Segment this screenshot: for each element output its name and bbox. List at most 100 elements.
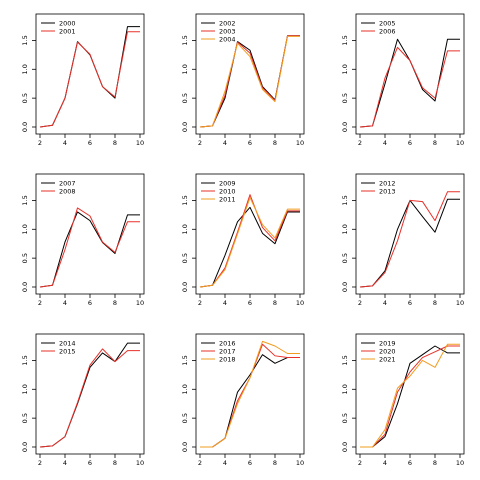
legend-label: 2018 (219, 355, 236, 363)
y-tick-label: 1.0 (341, 384, 349, 394)
x-tick-label: 2 (358, 459, 362, 467)
x-tick-label: 4 (63, 139, 67, 147)
y-tick-label: 0.0 (341, 282, 349, 292)
x-tick-label: 10 (456, 139, 464, 147)
series-line-2004 (199, 35, 300, 128)
x-tick-label: 6 (88, 139, 92, 147)
legend-label: 2019 (379, 339, 396, 347)
legend-label: 2007 (59, 179, 76, 187)
legend-label: 2000 (59, 19, 76, 27)
x-tick-label: 10 (136, 459, 144, 467)
x-tick-label: 6 (408, 139, 412, 147)
series-line-2009 (199, 206, 300, 288)
legend-label: 2003 (219, 27, 236, 35)
series-line-2008 (39, 207, 140, 288)
plot-frame (195, 333, 305, 455)
y-tick-label: 1.0 (341, 224, 349, 234)
x-tick-label: 4 (383, 139, 387, 147)
plot-frame (195, 173, 305, 295)
y-tick-label: 1.5 (341, 195, 349, 205)
y-tick-label: 1.0 (181, 224, 189, 234)
x-tick-label: 6 (248, 459, 252, 467)
x-tick-label: 8 (113, 299, 117, 307)
series-line-2011 (199, 197, 300, 288)
y-tick-label: 0.0 (21, 122, 29, 132)
x-tick-label: 6 (408, 299, 412, 307)
x-tick-label: 10 (296, 459, 304, 467)
legend-label: 2010 (219, 187, 236, 195)
y-tick-label: 0.0 (341, 442, 349, 452)
series-line-2005 (359, 38, 460, 128)
x-tick-label: 10 (136, 139, 144, 147)
y-tick-label: 1.5 (21, 35, 29, 45)
x-tick-label: 4 (63, 459, 67, 467)
legend-label: 2021 (379, 355, 396, 363)
x-tick-label: 8 (113, 459, 117, 467)
y-tick-label: 0.5 (181, 413, 189, 423)
x-tick-label: 8 (273, 459, 277, 467)
series-line-2021 (360, 343, 460, 448)
y-tick-label: 1.0 (181, 64, 189, 74)
y-tick-label: 0.0 (341, 122, 349, 132)
x-tick-label: 4 (223, 459, 227, 467)
x-tick-label: 2 (198, 299, 202, 307)
y-tick-label: 0.5 (341, 413, 349, 423)
legend-label: 2001 (59, 27, 76, 35)
y-tick-label: 0.5 (21, 253, 29, 263)
y-tick-label: 1.5 (341, 35, 349, 45)
legend-label: 2004 (219, 35, 236, 43)
y-tick-label: 0.5 (21, 93, 29, 103)
x-tick-label: 10 (296, 139, 304, 147)
y-tick-label: 1.5 (181, 35, 189, 45)
legend-label: 2012 (379, 179, 396, 187)
x-tick-label: 8 (273, 139, 277, 147)
x-tick-label: 6 (248, 139, 252, 147)
series-line-2017 (200, 343, 300, 448)
legend-label: 2009 (219, 179, 236, 187)
x-tick-label: 10 (456, 299, 464, 307)
x-tick-label: 6 (408, 459, 412, 467)
legend-label: 2006 (379, 27, 396, 35)
legend-label: 2017 (219, 347, 236, 355)
x-tick-label: 8 (113, 139, 117, 147)
y-tick-label: 0.5 (181, 253, 189, 263)
plot-frame (355, 333, 465, 455)
x-tick-label: 10 (456, 459, 464, 467)
x-tick-label: 8 (433, 299, 437, 307)
x-tick-label: 6 (88, 299, 92, 307)
legend-label: 2014 (59, 339, 76, 347)
series-line-2018 (200, 340, 300, 448)
legend-label: 2005 (379, 19, 396, 27)
x-tick-label: 10 (136, 299, 144, 307)
series-line-2016 (200, 354, 300, 448)
plot-frame (35, 333, 145, 455)
y-tick-label: 1.0 (181, 384, 189, 394)
x-tick-label: 2 (358, 299, 362, 307)
series-line-2012 (359, 198, 460, 288)
y-tick-label: 0.0 (181, 122, 189, 132)
x-tick-label: 8 (433, 459, 437, 467)
y-tick-label: 1.5 (341, 355, 349, 365)
y-tick-label: 1.5 (21, 355, 29, 365)
y-tick-label: 0.0 (21, 282, 29, 292)
x-tick-label: 2 (358, 139, 362, 147)
y-tick-label: 0.0 (181, 282, 189, 292)
legend-label: 2011 (219, 195, 236, 203)
series-line-2006 (359, 46, 460, 128)
series-line-2001 (39, 31, 140, 128)
plot-frame (355, 13, 465, 135)
series-line-2013 (359, 191, 460, 288)
x-tick-label: 6 (248, 299, 252, 307)
x-tick-label: 4 (223, 299, 227, 307)
x-tick-label: 2 (38, 459, 42, 467)
y-tick-label: 1.5 (21, 195, 29, 205)
x-tick-label: 4 (383, 459, 387, 467)
legend-label: 2020 (379, 347, 396, 355)
legend-label: 2015 (59, 347, 76, 355)
